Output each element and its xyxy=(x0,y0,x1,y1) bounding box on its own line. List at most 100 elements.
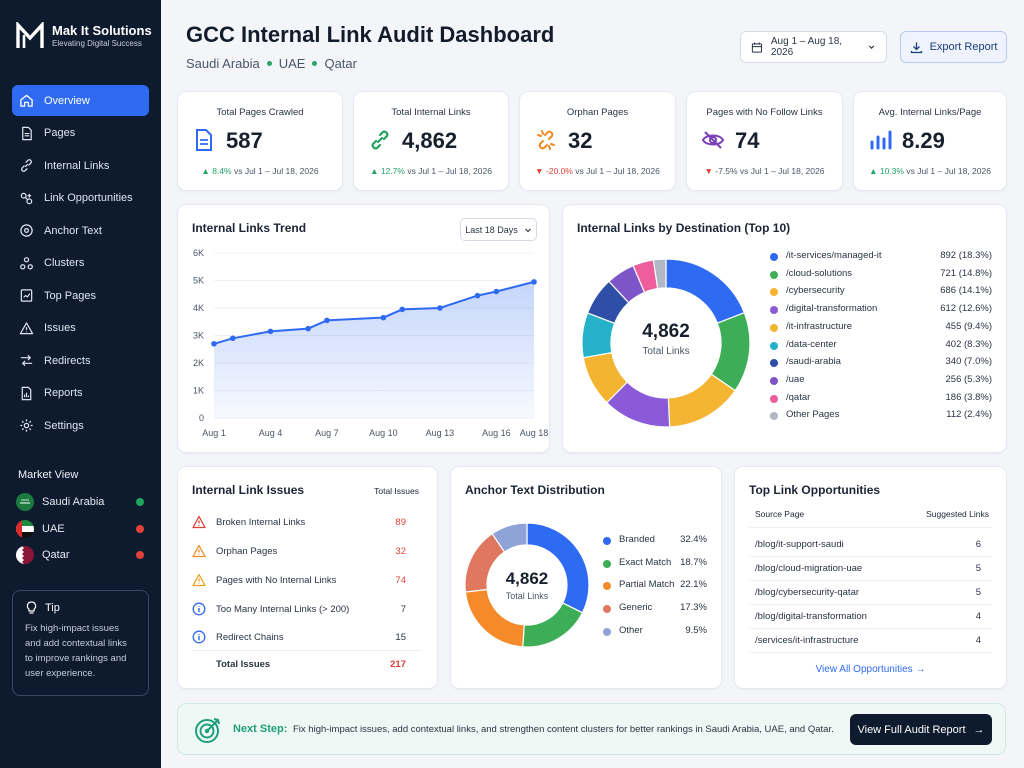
legend-item[interactable]: /cybersecurity 686 (14.1%) xyxy=(770,285,992,299)
issue-value: 7 xyxy=(400,604,406,615)
legend-item[interactable]: /cloud-solutions 721 (14.8%) xyxy=(770,268,992,282)
issue-row-redirect-chains[interactable]: Redirect Chains 15 xyxy=(192,630,422,646)
issue-label: Orphan Pages xyxy=(216,546,278,557)
trend-point[interactable] xyxy=(267,328,274,335)
region-subtitle: Saudi Arabia UAE Qatar xyxy=(186,56,357,71)
document-icon xyxy=(22,126,32,140)
trend-point[interactable] xyxy=(531,279,537,285)
legend-item[interactable]: /digital-transformation 612 (12.6%) xyxy=(770,303,992,317)
kpi-compare: vs Jul 1 – Jul 18, 2026 xyxy=(575,166,660,176)
legend-item[interactable]: Generic 17.3% xyxy=(603,602,707,616)
legend-item[interactable]: Other Pages 112 (2.4%) xyxy=(770,409,992,423)
sidebar-item-overview[interactable]: Overview xyxy=(12,85,149,116)
trend-up-icon: ▲ xyxy=(370,166,379,176)
kpi-value: 8.29 xyxy=(902,128,945,153)
kpi-card-nofollow-pages: Pages with No Follow Links 74 ▼ -7.5% vs… xyxy=(686,91,843,191)
sidebar-item-pages[interactable]: Pages xyxy=(12,118,149,149)
target-icon xyxy=(195,718,220,743)
opportunity-row[interactable]: /blog/it-support-saudi 6 xyxy=(749,533,991,557)
legend-item[interactable]: /qatar 186 (3.8%) xyxy=(770,392,992,406)
sidebar-item-clusters[interactable]: Clusters xyxy=(12,248,149,279)
trend-point[interactable] xyxy=(211,340,217,347)
date-range-picker[interactable]: Aug 1 – Aug 18, 2026 xyxy=(740,31,887,63)
kpi-label: Orphan Pages xyxy=(566,107,629,118)
trend-down-icon: ▼ xyxy=(704,166,713,176)
next-step-text: Fix high-impact issues, add contextual l… xyxy=(293,724,834,735)
trend-point[interactable] xyxy=(380,314,387,321)
legend-value: 256 (5.3%) xyxy=(945,373,992,385)
x-tick-label: Aug 13 xyxy=(426,428,455,438)
legend-item[interactable]: /saudi-arabia 340 (7.0%) xyxy=(770,356,992,370)
legend-value: 612 (12.6%) xyxy=(940,303,992,315)
legend-item[interactable]: /it-infrastructure 455 (9.4%) xyxy=(770,321,992,335)
trend-point[interactable] xyxy=(493,288,500,295)
sidebar: Mak It Solutions Elevating Digital Succe… xyxy=(0,0,161,768)
legend-item[interactable]: /it-services/managed-it 892 (18.3%) xyxy=(770,250,992,264)
issue-row-too-many-links[interactable]: Too Many Internal Links (> 200) 7 xyxy=(192,602,422,618)
legend-swatch xyxy=(770,253,778,261)
legend-item[interactable]: Exact Match 18.7% xyxy=(603,557,707,571)
legend-item[interactable]: /uae 256 (5.3%) xyxy=(770,374,992,388)
market-item-qatar[interactable]: Qatar xyxy=(16,545,148,565)
anchor-slice[interactable] xyxy=(522,602,584,648)
trend-point[interactable] xyxy=(324,317,330,324)
link-icon xyxy=(371,130,389,150)
anchor-center-value: 4,862 xyxy=(505,569,549,588)
brand-logo[interactable]: Mak It Solutions Elevating Digital Succe… xyxy=(16,22,152,50)
issue-row-orphan-pages[interactable]: Orphan Pages 32 xyxy=(192,544,422,560)
legend-item[interactable]: /data-center 402 (8.3%) xyxy=(770,339,992,353)
legend-label: Generic xyxy=(619,602,653,614)
reports-icon xyxy=(21,386,32,400)
trend-point[interactable] xyxy=(437,305,443,311)
anchor-slice[interactable] xyxy=(491,522,528,553)
view-all-opportunities-link[interactable]: View All Opportunities → xyxy=(735,664,1006,675)
trend-point[interactable] xyxy=(305,325,311,332)
sidebar-item-top-pages[interactable]: Top Pages xyxy=(12,280,149,311)
sidebar-item-settings[interactable]: Settings xyxy=(12,410,149,441)
trend-point[interactable] xyxy=(230,335,236,342)
calendar-icon xyxy=(751,41,763,53)
market-item-saudi-arabia[interactable]: Saudi Arabia xyxy=(16,492,148,512)
range-dropdown[interactable]: Last 18 Days xyxy=(460,218,537,241)
destination-slice[interactable] xyxy=(665,258,746,324)
legend-swatch xyxy=(603,582,611,591)
sidebar-item-internal-links[interactable]: Internal Links xyxy=(12,150,149,181)
legend-label: Partial Match xyxy=(619,579,675,591)
warning-icon xyxy=(192,573,206,587)
market-item-uae[interactable]: UAE xyxy=(16,519,148,539)
sidebar-item-anchor-text[interactable]: Anchor Text xyxy=(12,215,149,246)
anchor-center-label: Total Links xyxy=(505,591,549,601)
sidebar-item-link-opportunities[interactable]: Link Opportunities xyxy=(12,183,149,214)
trend-point[interactable] xyxy=(474,292,481,299)
issue-label: Redirect Chains xyxy=(216,632,284,643)
y-tick-label: 3K xyxy=(193,331,204,341)
opportunity-page: /services/it-infrastructure xyxy=(755,635,859,646)
trend-title: Internal Links Trend xyxy=(192,221,307,235)
destination-slice[interactable] xyxy=(652,258,667,290)
legend-label: /data-center xyxy=(786,338,837,350)
warning-icon xyxy=(19,321,34,334)
sidebar-item-label: Settings xyxy=(44,419,84,432)
lightbulb-icon xyxy=(26,601,37,614)
kpi-value: 4,862 xyxy=(402,128,458,153)
issue-row-no-internal-links[interactable]: Pages with No Internal Links 74 xyxy=(192,573,422,589)
trend-point[interactable] xyxy=(399,306,406,313)
y-tick-label: 6K xyxy=(193,248,204,258)
legend-item[interactable]: Partial Match 22.1% xyxy=(603,579,707,593)
kpi-card-internal-links: Total Internal Links 4,862 ▲ 12.7% vs Ju… xyxy=(353,91,509,191)
opportunity-row[interactable]: /blog/digital-transformation 4 xyxy=(749,605,991,629)
opportunity-row[interactable]: /services/it-infrastructure 4 xyxy=(749,629,991,653)
sidebar-item-redirects[interactable]: Redirects xyxy=(12,345,149,376)
opportunity-row[interactable]: /blog/cybersecurity-qatar 5 xyxy=(749,581,991,605)
export-report-button[interactable]: Export Report xyxy=(900,31,1007,63)
opportunity-row[interactable]: /blog/cloud-migration-uae 5 xyxy=(749,557,991,581)
view-full-audit-report-button[interactable]: View Full Audit Report → xyxy=(850,714,992,745)
legend-item[interactable]: Other 9.5% xyxy=(603,625,707,639)
legend-swatch xyxy=(770,288,778,297)
legend-item[interactable]: Branded 32.4% xyxy=(603,534,707,548)
legend-label: /saudi-arabia xyxy=(786,356,841,368)
sidebar-item-label: Overview xyxy=(44,94,90,107)
sidebar-item-reports[interactable]: Reports xyxy=(12,378,149,409)
issue-row-broken-links[interactable]: Broken Internal Links 89 xyxy=(192,515,422,531)
sidebar-item-issues[interactable]: Issues xyxy=(12,313,149,344)
